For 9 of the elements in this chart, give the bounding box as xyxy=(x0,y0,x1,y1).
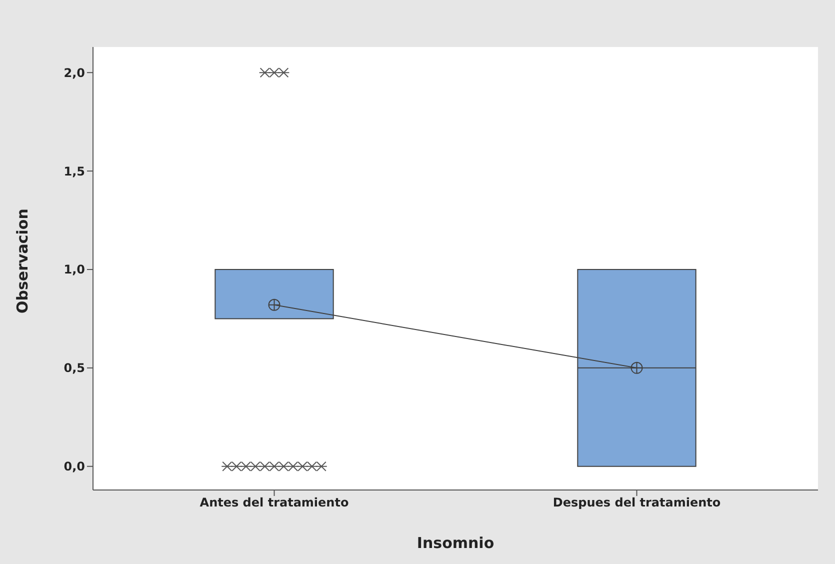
y-axis-title: Observacion xyxy=(13,208,32,314)
y-tick-label: 1,0 xyxy=(64,262,85,277)
y-tick-label: 0,5 xyxy=(64,361,85,376)
x-tick-label: Despues del tratamiento xyxy=(552,496,721,510)
x-tick-label: Antes del tratamiento xyxy=(200,496,349,510)
y-tick-label: 2,0 xyxy=(64,66,85,80)
x-axis-title: Insomnio xyxy=(416,534,494,552)
y-tick-label: 0,0 xyxy=(64,460,85,474)
y-tick-label: 1,5 xyxy=(64,164,85,178)
